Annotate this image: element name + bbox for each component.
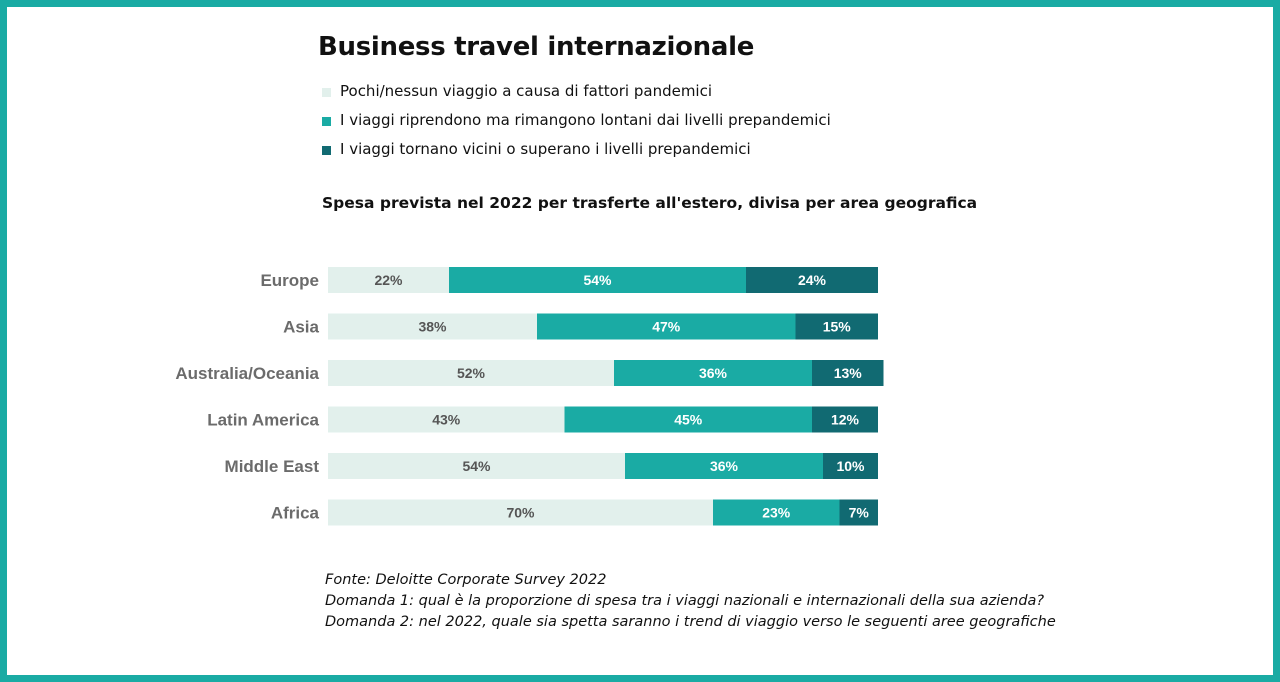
bar-africa-series-2 xyxy=(713,499,840,526)
data-label-australia-oceania-series-2: 36% xyxy=(699,365,728,381)
data-label-middle-east-series-3: 10% xyxy=(836,458,865,474)
data-label-asia-series-3: 15% xyxy=(823,319,852,335)
bar-middle-east-series-1 xyxy=(328,453,625,479)
data-label-middle-east-series-2: 36% xyxy=(710,458,739,474)
chart-title: Business travel internazionale xyxy=(318,32,755,62)
data-label-africa-series-1: 70% xyxy=(506,505,535,521)
legend-swatch xyxy=(322,117,331,126)
bar-europe-series-3 xyxy=(746,267,878,293)
data-label-latin-america-series-1: 43% xyxy=(432,412,461,428)
legend-label: I viaggi tornano vicini o superano i liv… xyxy=(340,140,751,158)
bar-asia-series-3 xyxy=(795,313,878,340)
bar-africa-series-1 xyxy=(328,499,713,526)
bar-latin-america-series-1 xyxy=(328,406,565,433)
chart-subtitle: Spesa prevista nel 2022 per trasferte al… xyxy=(322,194,978,212)
data-label-europe-series-3: 24% xyxy=(798,272,827,288)
bar-asia-series-2 xyxy=(537,313,796,340)
data-label-latin-america-series-2: 45% xyxy=(674,412,703,428)
category-label-latin-america: Latin America xyxy=(207,411,319,430)
category-label-africa: Africa xyxy=(271,504,320,523)
bar-latin-america-series-3 xyxy=(812,406,878,433)
question-1-note: Domanda 1: qual è la proporzione di spes… xyxy=(325,593,1045,609)
bar-australia-oceania-series-3 xyxy=(812,360,884,386)
bar-africa-series-3 xyxy=(839,499,878,526)
category-label-asia: Asia xyxy=(283,318,319,337)
source-notes: Fonte: Deloitte Corporate Survey 2022 Do… xyxy=(325,570,1056,633)
legend-swatch xyxy=(322,88,331,97)
data-label-middle-east-series-1: 54% xyxy=(462,458,491,474)
source-note: Fonte: Deloitte Corporate Survey 2022 xyxy=(325,572,607,588)
data-label-africa-series-2: 23% xyxy=(762,505,791,521)
bar-australia-oceania-series-2 xyxy=(614,360,812,386)
question-2-note: Domanda 2: nel 2022, quale sia spetta sa… xyxy=(325,614,1056,630)
data-label-australia-oceania-series-3: 13% xyxy=(834,365,863,381)
category-label-middle-east: Middle East xyxy=(225,457,320,476)
data-label-europe-series-1: 22% xyxy=(374,272,403,288)
legend-label: Pochi/nessun viaggio a causa di fattori … xyxy=(340,82,713,100)
legend-swatch xyxy=(322,146,331,155)
data-label-australia-oceania-series-1: 52% xyxy=(457,365,486,381)
category-label-europe: Europe xyxy=(260,271,319,290)
bar-asia-series-1 xyxy=(328,313,537,340)
category-label-australia-oceania: Australia/Oceania xyxy=(175,364,319,383)
data-label-africa-series-3: 7% xyxy=(849,505,870,521)
data-label-asia-series-1: 38% xyxy=(418,319,447,335)
bar-europe-series-1 xyxy=(328,267,449,293)
data-label-latin-america-series-3: 12% xyxy=(831,412,860,428)
bar-europe-series-2 xyxy=(449,267,746,293)
data-label-asia-series-2: 47% xyxy=(652,319,681,335)
bar-middle-east-series-3 xyxy=(823,453,878,479)
legend-label: I viaggi riprendono ma rimangono lontani… xyxy=(340,111,831,129)
bar-australia-oceania-series-1 xyxy=(328,360,614,386)
data-label-europe-series-2: 54% xyxy=(583,272,612,288)
bar-middle-east-series-2 xyxy=(625,453,823,479)
bar-latin-america-series-2 xyxy=(564,406,812,433)
